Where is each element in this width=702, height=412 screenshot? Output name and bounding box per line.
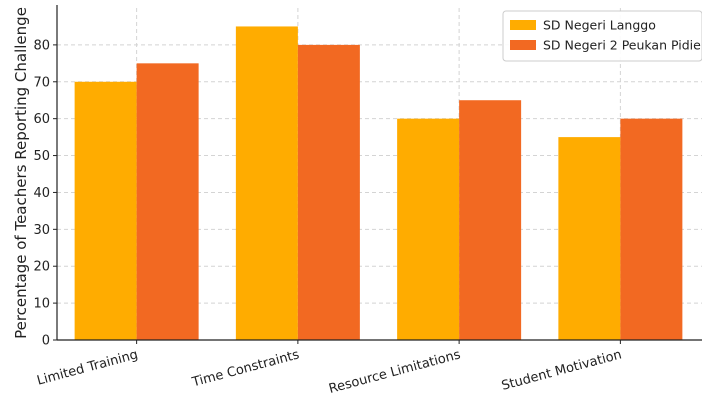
legend-swatch-1 xyxy=(510,20,536,30)
bars xyxy=(74,26,683,341)
bar-1-3 xyxy=(397,118,460,341)
bar-1-4 xyxy=(558,137,621,340)
x-tick-label: Resource Limitations xyxy=(327,347,462,397)
bar-2-1 xyxy=(136,63,199,340)
bar-1-2 xyxy=(235,26,298,340)
x-tick-label: Time Constraints xyxy=(190,347,301,390)
y-tick-label: 30 xyxy=(33,223,50,238)
legend-box xyxy=(502,10,702,62)
y-tick-label: 20 xyxy=(33,260,50,275)
x-tick-labels: Limited Training Time Constraints Resource… xyxy=(35,340,623,397)
legend: SD Negeri Langgo SD Negeri 2 Peukan Pidie xyxy=(502,10,702,62)
y-tick-label: 0 xyxy=(42,334,50,349)
y-tick-label: 50 xyxy=(33,149,50,164)
legend-label-2: SD Negeri 2 Peukan Pidie xyxy=(543,38,701,53)
x-tick-label: Student Motivation xyxy=(500,347,623,394)
y-tick-label: 40 xyxy=(33,186,50,201)
x-tick-label: Limited Training xyxy=(35,347,139,388)
bar-2-4 xyxy=(620,118,683,341)
y-tick-label: 80 xyxy=(33,38,50,53)
legend-swatch-2 xyxy=(510,40,536,50)
y-tick-label: 70 xyxy=(33,75,50,90)
y-axis-label: Percentage of Teachers Reporting Challen… xyxy=(12,7,30,339)
bar-2-2 xyxy=(297,44,360,341)
bar-1-1 xyxy=(74,81,137,341)
bar-2-3 xyxy=(459,100,522,340)
y-tick-labels: 0 10 20 30 40 50 60 70 80 xyxy=(33,38,57,349)
y-tick-label: 60 xyxy=(33,112,50,127)
axes xyxy=(56,5,702,341)
legend-label-1: SD Negeri Langgo xyxy=(543,18,656,33)
y-tick-label: 10 xyxy=(33,297,50,312)
